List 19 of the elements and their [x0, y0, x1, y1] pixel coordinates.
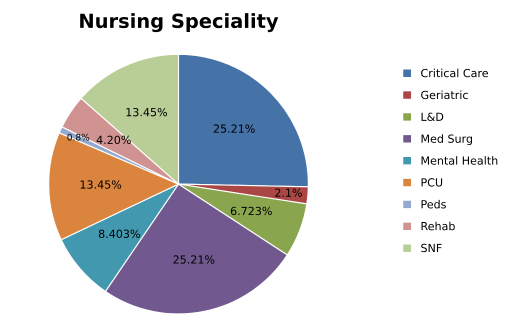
data-label: 2.1% [275, 188, 302, 197]
legend-label: L&D [422, 112, 444, 121]
data-label: 13.45% [126, 108, 167, 116]
legend-label: Rehab [422, 222, 455, 230]
legend-label: Geriatric [421, 90, 468, 100]
data-label: 0.8% [67, 134, 90, 141]
data-label: 6.723% [230, 206, 272, 216]
legend-label: SNF [421, 244, 442, 252]
legend-label: PCU [422, 178, 442, 187]
data-label: 4.20% [96, 136, 131, 144]
legend-label: Peds [422, 200, 446, 208]
chart-title: Nursing Speciality [80, 13, 278, 32]
data-label: 25.21% [173, 255, 214, 264]
data-label: 8.403% [98, 230, 140, 238]
legend-label: Med Surg [422, 134, 472, 146]
legend-label: Critical Care [421, 68, 488, 78]
legend-label: Mental Health [422, 156, 498, 165]
data-label: 25.21% [214, 124, 255, 133]
data-label: 13.45% [80, 180, 122, 189]
